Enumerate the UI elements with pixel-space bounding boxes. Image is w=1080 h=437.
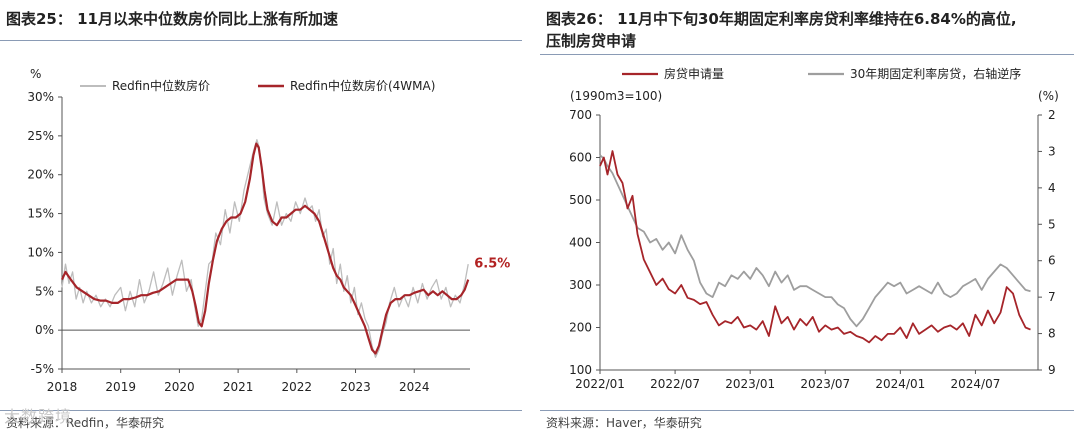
watermark-logo: 大数跨境 (4, 404, 114, 433)
right-right-tick-label: 8 (1048, 327, 1056, 341)
left-y-unit: % (30, 67, 41, 81)
right-left-unit: (1990m3=100) (570, 89, 662, 103)
right-right-tick-label: 5 (1048, 217, 1056, 231)
left-x-tick-label: 2023 (340, 380, 371, 394)
watermark-text: 大数跨境 (4, 407, 72, 426)
left-chart-panel: 图表25： 11月以来中位数房价同比上涨有所加速 % -5% 0% 5% 10% 15% 2… (0, 0, 527, 437)
right-left-tick-label: 600 (569, 151, 592, 165)
right-line-chart: (1990m3=100) (%) 100 200 300 400 500 600 700 2 3 4 5… (569, 66, 1059, 391)
right-left-tick-label: 400 (569, 236, 592, 250)
left-y-tick-label: 20% (27, 168, 54, 182)
right-right-tick-label: 4 (1048, 181, 1056, 195)
left-series-line-weekly (61, 139, 469, 358)
right-title-rule (540, 54, 1074, 55)
left-y-tick-label: 10% (27, 245, 54, 259)
right-legend-label: 房贷申请量 (664, 66, 724, 81)
right-x-tick-label: 2023/07 (800, 377, 850, 391)
right-series-line-applications (599, 150, 1031, 344)
right-right-tick-label: 3 (1048, 144, 1056, 158)
right-chart-panel: 图表26： 11月中下旬30年期固定利率房贷利率维持在6.84%的高位, 压制房… (540, 0, 1080, 437)
right-chart-title-line1: 图表26： 11月中下旬30年期固定利率房贷利率维持在6.84%的高位, (546, 10, 1017, 28)
left-x-tick-label: 2018 (47, 380, 78, 394)
right-x-tick-label: 2023/01 (725, 377, 775, 391)
left-chart-title: 图表25： 11月以来中位数房价同比上涨有所加速 (6, 10, 338, 28)
left-series-line-4wma (60, 142, 470, 355)
left-y-tick-label: 15% (27, 207, 54, 221)
left-x-tick-label: 2024 (399, 380, 430, 394)
left-line-chart: % -5% 0% 5% 10% 15% 20% 25% 30% 2018 2019 2020 2021 2… (27, 67, 510, 394)
right-x-tick-label: 2024/07 (950, 377, 1000, 391)
right-source-rule (540, 410, 1074, 411)
right-x-tick-label: 2022/01 (575, 377, 625, 391)
right-right-tick-label: 2 (1048, 108, 1056, 122)
left-legend-label: Redfin中位数房价(4WMA) (290, 78, 435, 93)
left-source-rule (0, 410, 522, 411)
right-x-tick-label: 2024/01 (875, 377, 925, 391)
right-legend-label: 30年期固定利率房贷，右轴逆序 (850, 66, 1021, 81)
right-left-tick-label: 200 (569, 321, 592, 335)
left-y-tick-label: -5% (31, 362, 54, 376)
right-left-tick-label: 500 (569, 193, 592, 207)
right-x-tick-label: 2022/07 (650, 377, 700, 391)
left-y-tick-label: 25% (27, 129, 54, 143)
right-right-unit: (%) (1038, 89, 1059, 103)
left-y-tick-label: 5% (35, 284, 54, 298)
right-series-line-mortgage-rate (599, 154, 1031, 328)
left-x-tick-label: 2021 (223, 380, 254, 394)
left-x-tick-label: 2019 (105, 380, 136, 394)
right-chart-title: 图表26： 11月中下旬30年期固定利率房贷利率维持在6.84%的高位, 压制房… (546, 8, 1017, 52)
left-annotation-label: 6.5% (474, 257, 510, 272)
left-source-text: 资料来源：Redfin，华泰研究 (6, 416, 164, 430)
left-legend-label: Redfin中位数房价 (112, 78, 210, 93)
right-left-tick-label: 700 (569, 108, 592, 122)
right-source-text: 资料来源：Haver，华泰研究 (546, 416, 702, 430)
right-right-tick-label: 7 (1048, 290, 1056, 304)
right-chart-title-line2: 压制房贷申请 (546, 32, 637, 50)
left-y-tick-label: 30% (27, 90, 54, 104)
watermark-graphic: 大数跨境 (4, 407, 72, 426)
right-left-tick-label: 300 (569, 278, 592, 292)
right-left-tick-label: 100 (569, 363, 592, 377)
left-x-tick-label: 2022 (282, 380, 313, 394)
left-title-rule (0, 40, 522, 41)
left-x-tick-label: 2020 (164, 380, 195, 394)
right-right-tick-label: 6 (1048, 254, 1056, 268)
right-right-tick-label: 9 (1048, 363, 1056, 377)
left-y-tick-label: 0% (35, 323, 54, 337)
